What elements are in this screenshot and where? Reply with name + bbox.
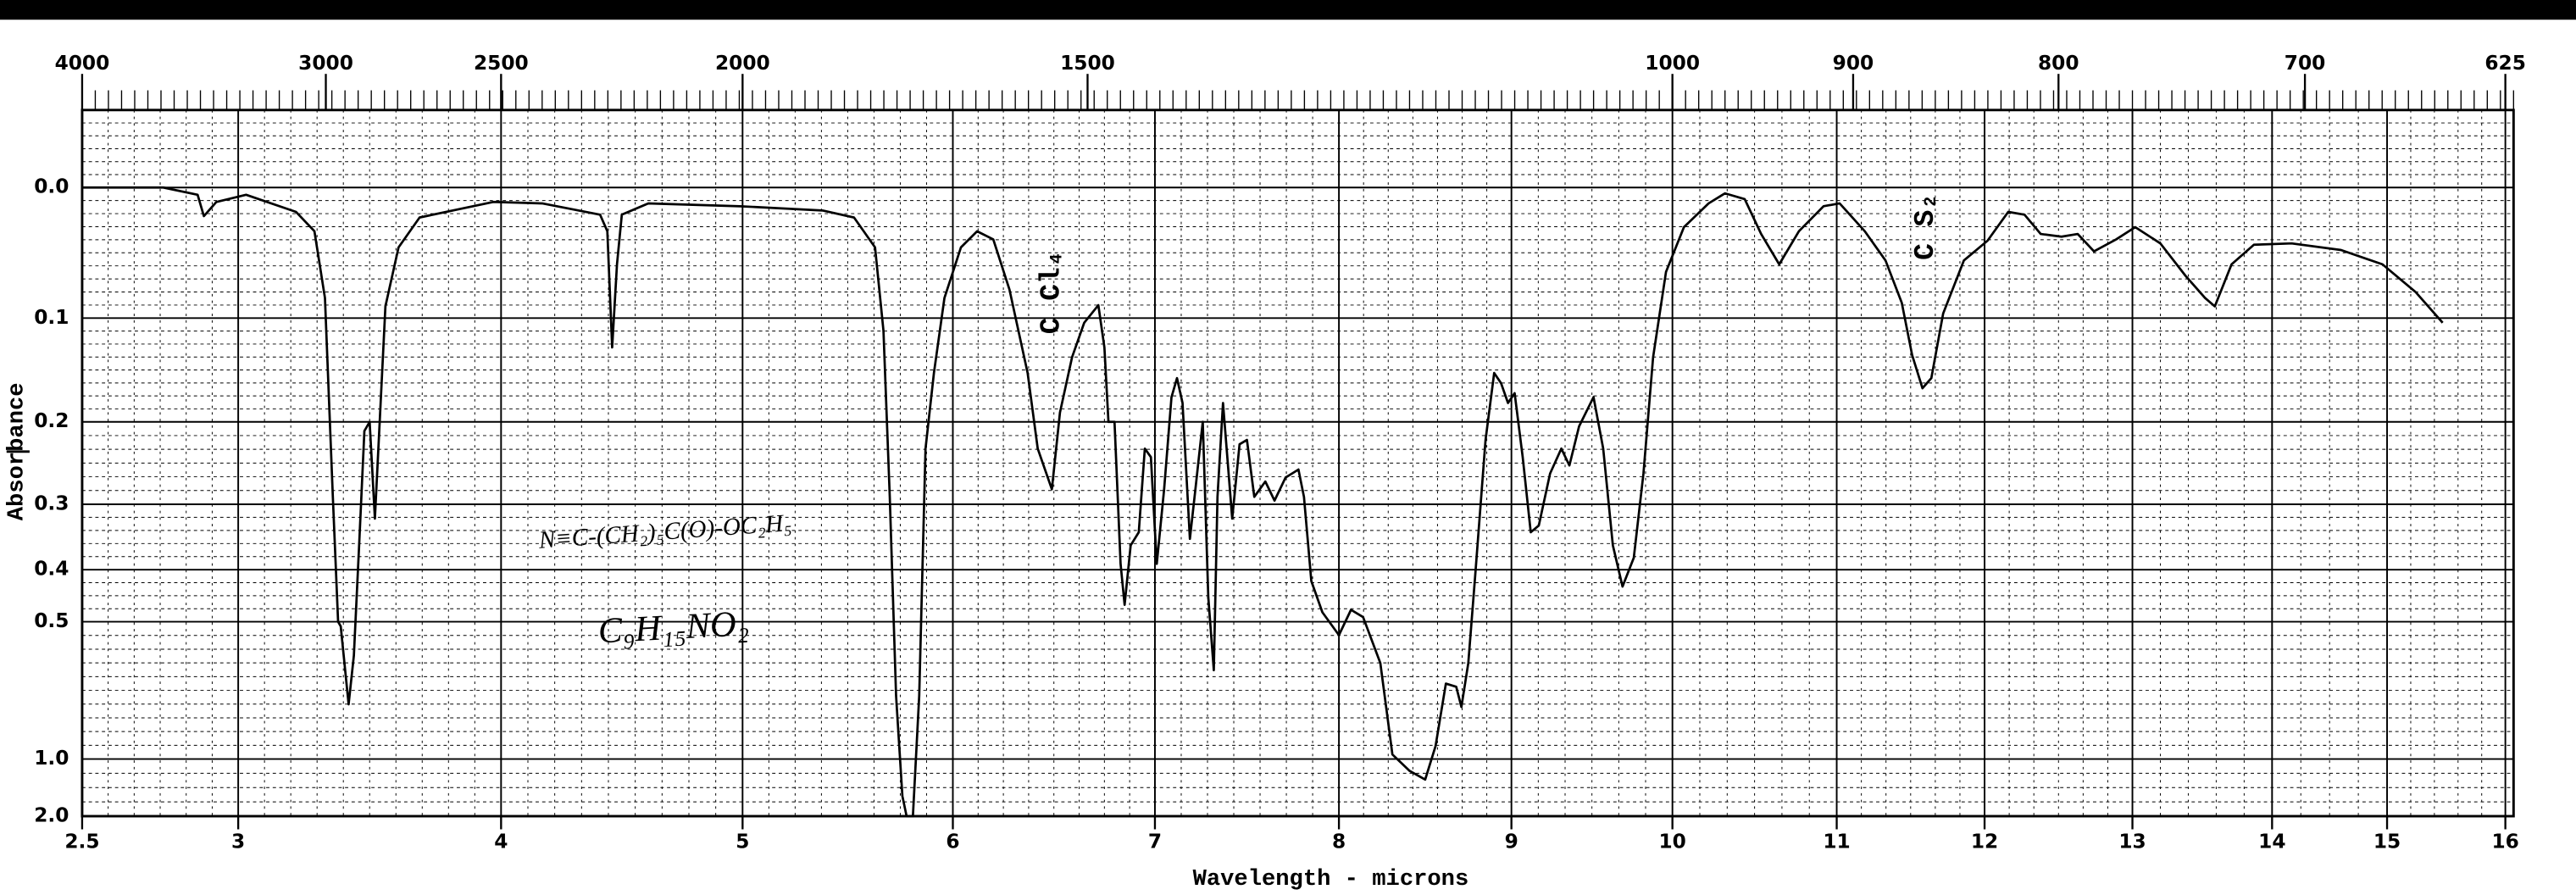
spectrum-line	[81, 186, 2444, 818]
x-tick-label: 4	[494, 831, 508, 853]
x-tick-label: 7	[1148, 831, 1162, 853]
x2-tick-label: 625	[2484, 52, 2526, 75]
axes: 2.5 3 4 5 6 7 8 9 10 11 12 13 14 15 16 4000 3000 2500 2000…	[6, 52, 2526, 853]
x-tick-label: 6	[946, 831, 959, 853]
x-tick-label: 16	[2491, 831, 2518, 853]
x2-tick-label: 2500	[474, 52, 529, 75]
plot-frame	[80, 108, 2515, 818]
x-tick-label: 15	[2373, 831, 2401, 853]
annotation: C S₂	[1910, 193, 1941, 260]
x2-tick-label: 1500	[1060, 52, 1115, 75]
annotation: C Cl₄	[1036, 250, 1068, 334]
x-tick-label: 5	[736, 831, 749, 853]
x2-tick-label: 900	[1833, 52, 1874, 75]
x2-tick-label: 2000	[715, 52, 770, 75]
annotation: C₉H₁₅NO₂	[597, 603, 750, 651]
x2-tick-label: 3000	[298, 52, 353, 75]
x-tick-label: 2.5	[64, 831, 99, 853]
y-tick-label: 2.0	[34, 803, 69, 826]
y-tick-label: 1.0	[34, 747, 69, 770]
x-tick-label: 12	[1971, 831, 1998, 853]
x2-tick-label: 700	[2285, 52, 2326, 75]
y-tick-label: 0.1	[34, 306, 69, 329]
y-tick-label: 0.4	[34, 558, 69, 581]
x-tick-label: 8	[1332, 831, 1346, 853]
x-tick-label: 10	[1658, 831, 1685, 853]
x2-tick-label: 4000	[55, 52, 110, 75]
y-tick-label: 0.2	[34, 409, 69, 432]
x-axis-title: Wavelength - microns	[1193, 866, 1469, 892]
x2-tick-label: 800	[2038, 52, 2079, 75]
y-tick-label: 0.0	[34, 175, 69, 198]
x-tick-label: 14	[2258, 831, 2285, 853]
grid	[80, 109, 2514, 817]
x-tick-label: 9	[1505, 831, 1518, 853]
x2-tick-label: 1000	[1645, 52, 1700, 75]
top-band	[0, 0, 2576, 20]
y-axis-title: Absorbance	[4, 382, 31, 520]
x-tick-label: 13	[2118, 831, 2146, 853]
x-tick-label: 3	[231, 831, 245, 853]
y-tick-label: 0.3	[34, 492, 69, 514]
y-tick-label: 0.5	[34, 609, 69, 632]
x-tick-label: 11	[1823, 831, 1850, 853]
